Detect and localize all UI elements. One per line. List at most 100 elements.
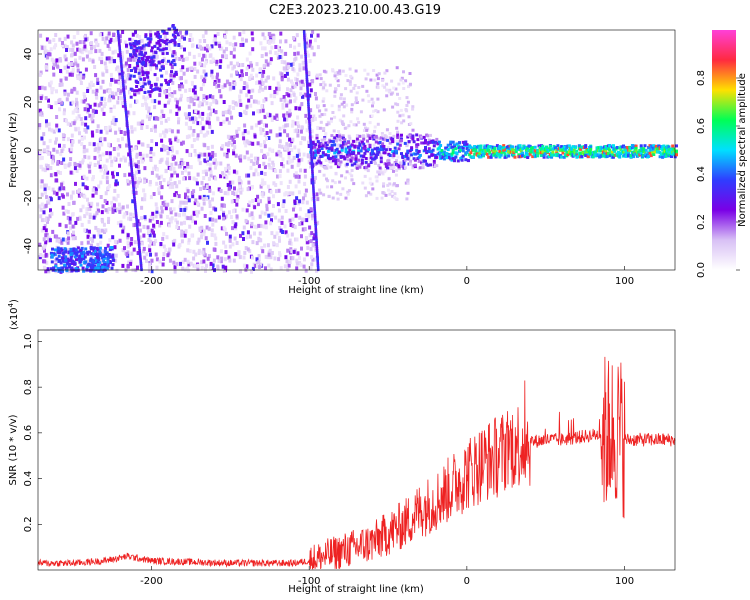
heatmap-cell	[279, 39, 282, 44]
heatmap-cell	[413, 158, 417, 162]
heatmap-cell	[294, 184, 298, 189]
heatmap-cell	[574, 145, 578, 149]
heatmap-cell	[134, 212, 138, 216]
heatmap-cell	[388, 154, 392, 157]
heatmap-cell	[101, 36, 105, 41]
heatmap-cell	[420, 141, 424, 145]
heatmap-cell	[376, 97, 380, 101]
heatmap-cell	[96, 142, 100, 147]
heatmap-cell	[250, 269, 253, 274]
heatmap-cell	[303, 193, 307, 198]
heatmap-cell	[115, 268, 119, 273]
heatmap-cell	[45, 119, 48, 124]
heatmap-cell	[209, 112, 212, 117]
heatmap-cell	[306, 53, 310, 58]
heatmap-cell	[126, 127, 129, 131]
heatmap-cell	[498, 150, 502, 153]
heatmap-cell	[206, 130, 210, 135]
heatmap-cell	[284, 123, 288, 128]
heatmap-cell	[238, 255, 242, 260]
heatmap-cell	[72, 200, 76, 205]
heatmap-cell	[307, 214, 311, 219]
heatmap-cell	[331, 196, 335, 200]
heatmap-cell	[629, 155, 633, 159]
heatmap-cell	[151, 88, 155, 92]
heatmap-cell	[204, 269, 207, 273]
heatmap-cell	[333, 74, 337, 78]
heatmap-cell	[311, 257, 315, 262]
heatmap-cell	[103, 170, 107, 175]
heatmap-cell	[54, 101, 58, 106]
heatmap-cell	[300, 234, 303, 239]
heatmap-cell	[328, 83, 332, 87]
heatmap-cell	[268, 113, 272, 118]
heatmap-cell	[75, 90, 79, 95]
heatmap-cell	[118, 45, 121, 49]
heatmap-cell	[174, 212, 178, 217]
heatmap-cell	[224, 30, 228, 35]
heatmap-cell	[310, 255, 314, 260]
heatmap-cell	[112, 147, 116, 151]
heatmap-cell	[308, 82, 312, 87]
heatmap-cell	[346, 79, 350, 83]
heatmap-cell	[288, 260, 292, 264]
heatmap-cell	[192, 211, 196, 216]
heatmap-cell	[200, 180, 204, 185]
heatmap-cell	[653, 150, 657, 154]
heatmap-cell	[252, 111, 255, 116]
heatmap-cell	[128, 143, 131, 147]
heatmap-cell	[91, 83, 95, 87]
heatmap-cell	[261, 32, 265, 37]
heatmap-cell	[187, 240, 191, 245]
heatmap-cell	[61, 259, 65, 263]
heatmap-cell	[295, 153, 299, 158]
heatmap-cell	[61, 237, 65, 242]
heatmap-cell	[189, 165, 193, 170]
heatmap-cell	[460, 158, 464, 162]
heatmap-cell	[309, 108, 313, 113]
heatmap-cell	[138, 60, 142, 64]
heatmap-cell	[135, 164, 138, 169]
heatmap-cell	[95, 88, 99, 93]
heatmap-cell	[291, 224, 295, 228]
heatmap-cell	[313, 151, 316, 155]
heatmap-cell	[105, 262, 109, 266]
heatmap-cell	[291, 217, 295, 222]
heatmap-cell	[80, 136, 84, 141]
heatmap-cell	[153, 63, 157, 67]
heatmap-cell	[121, 51, 124, 56]
heatmap-cell	[390, 79, 394, 83]
heatmap-cell	[318, 114, 322, 118]
heatmap-cell	[53, 45, 56, 50]
heatmap-cell	[165, 38, 169, 42]
heatmap-cell	[95, 259, 98, 263]
heatmap-cell	[118, 72, 122, 77]
heatmap-cell	[200, 232, 204, 237]
heatmap-cell	[48, 39, 52, 44]
heatmap-cell	[610, 150, 614, 154]
heatmap-cell	[355, 162, 359, 166]
heatmap-cell	[58, 222, 62, 227]
heatmap-cell	[648, 151, 652, 155]
heatmap-cell	[380, 171, 384, 175]
heatmap-cell	[353, 162, 357, 166]
heatmap-cell	[66, 231, 70, 236]
heatmap-cell	[233, 186, 236, 191]
heatmap-cell	[354, 69, 358, 73]
heatmap-cell	[313, 204, 316, 208]
heatmap-cell	[152, 166, 156, 171]
heatmap-cell	[177, 117, 181, 122]
heatmap-cell	[277, 84, 281, 89]
heatmap-cell	[121, 79, 125, 83]
heatmap-cell	[159, 85, 163, 90]
heatmap-cell	[213, 81, 217, 86]
heatmap-cell	[228, 258, 232, 263]
heatmap-cell	[136, 229, 139, 233]
heatmap-cell	[318, 188, 322, 192]
heatmap-cell	[350, 103, 354, 107]
heatmap-cell	[654, 144, 658, 148]
heatmap-cell	[202, 194, 206, 199]
heatmap-cell	[366, 72, 370, 76]
heatmap-cell	[333, 115, 337, 119]
heatmap-cell	[424, 146, 427, 149]
